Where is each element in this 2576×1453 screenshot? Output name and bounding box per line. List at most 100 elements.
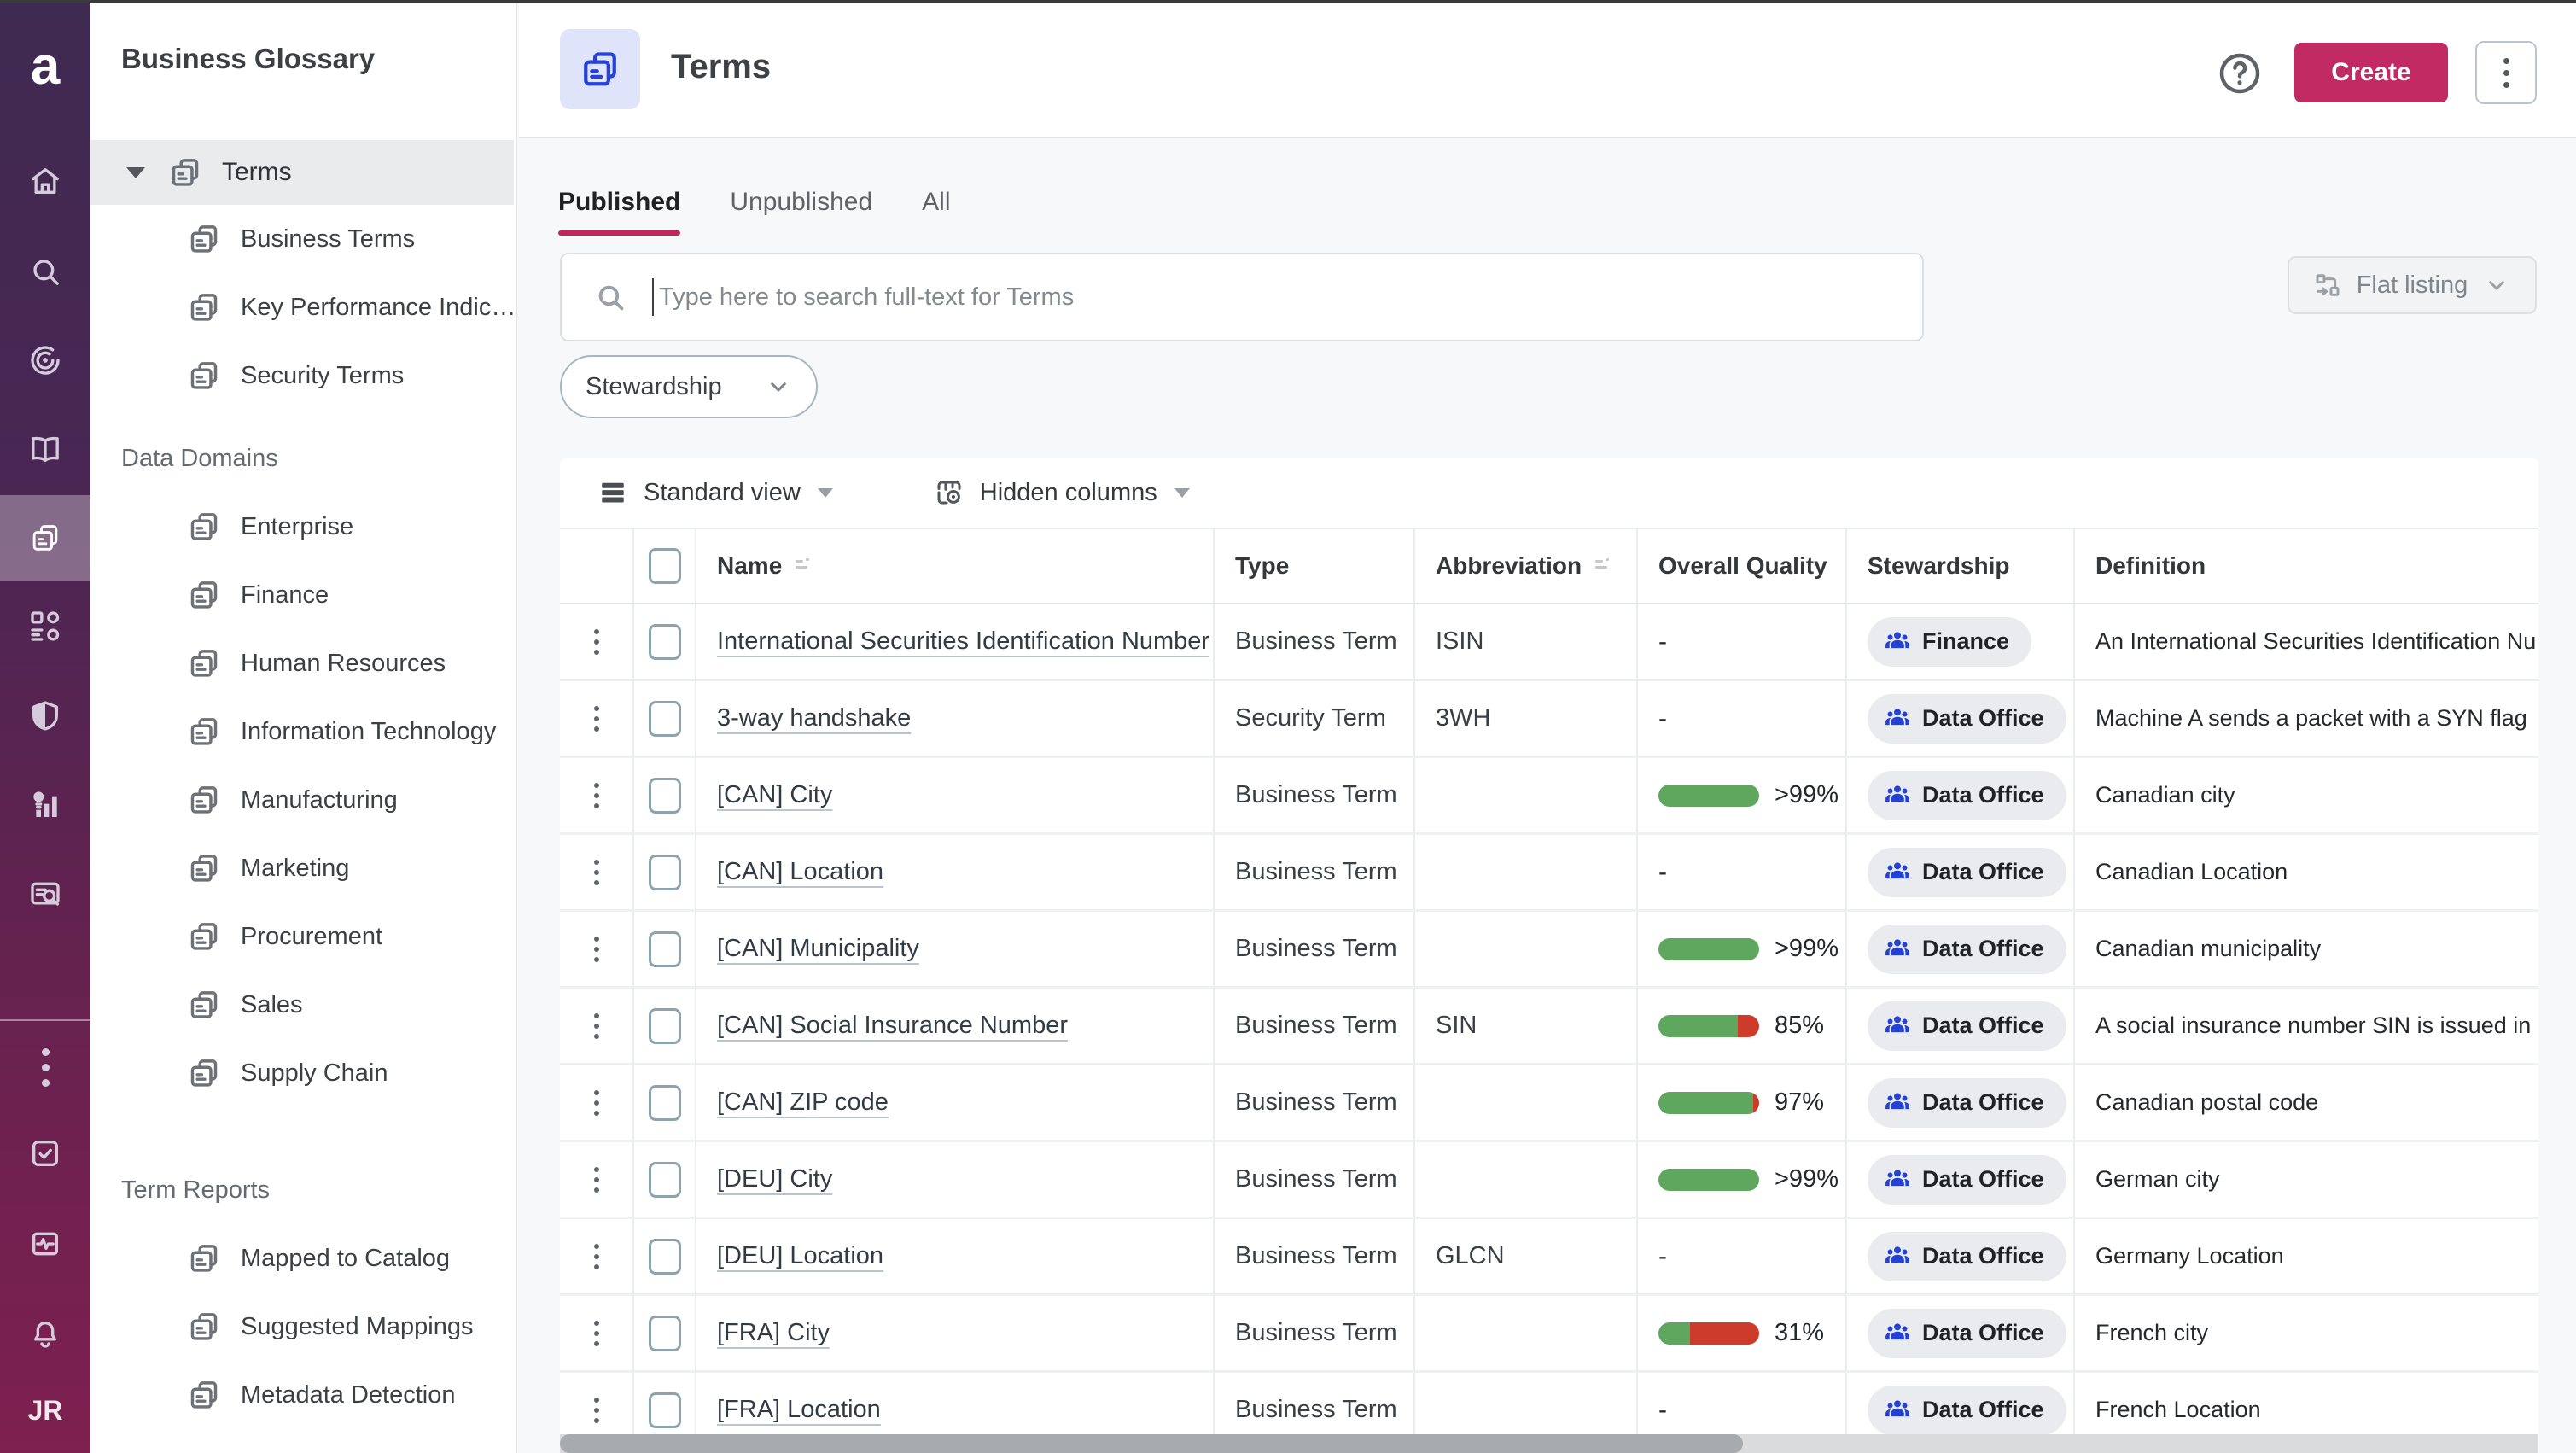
row-kebab-button[interactable] <box>560 989 632 1063</box>
stewardship-badge[interactable]: Data Office <box>1868 1077 2066 1128</box>
tree-item[interactable]: Marketing <box>90 834 514 902</box>
term-name-link[interactable]: [DEU] City <box>717 1165 833 1193</box>
rail-tasks-icon[interactable] <box>0 1111 90 1196</box>
tab[interactable]: Unpublished <box>730 188 873 216</box>
tree-item[interactable]: Manufacturing <box>90 766 514 834</box>
app-logo[interactable]: a <box>30 37 61 96</box>
table-row[interactable]: [CAN] Location Business Term - Data Offi… <box>560 835 2538 912</box>
stewardship-badge[interactable]: Data Office <box>1868 1385 2066 1435</box>
stewardship-badge[interactable]: Data Office <box>1868 1154 2066 1205</box>
rail-home-icon[interactable] <box>0 138 90 224</box>
header-kebab-button[interactable] <box>2475 41 2537 104</box>
scrollbar-thumb[interactable] <box>560 1434 1743 1453</box>
rail-monitor-icon[interactable] <box>0 1201 90 1287</box>
checkbox[interactable] <box>648 548 681 584</box>
user-avatar[interactable]: JR <box>27 1395 63 1426</box>
term-name-link[interactable]: [CAN] Location <box>717 858 884 885</box>
checkbox[interactable] <box>648 1238 681 1275</box>
checkbox[interactable] <box>648 623 681 660</box>
term-name-link[interactable]: [CAN] City <box>717 781 833 808</box>
table-row[interactable]: [DEU] Location Business Term GLCN - Data… <box>560 1219 2538 1296</box>
table-row[interactable]: [CAN] Social Insurance Number Business T… <box>560 989 2538 1065</box>
stewardship-filter[interactable]: Stewardship <box>560 355 818 418</box>
term-name-link[interactable]: [CAN] ZIP code <box>717 1088 889 1116</box>
row-checkbox[interactable] <box>632 758 695 832</box>
checkbox[interactable] <box>648 1161 681 1198</box>
table-row[interactable]: [CAN] Municipality Business Term >99% Da… <box>560 912 2538 989</box>
column-header-abbreviation[interactable]: Abbreviation <box>1413 529 1636 603</box>
rail-insights-icon[interactable] <box>0 761 90 846</box>
tree-item[interactable]: Enterprise <box>90 493 514 561</box>
term-name-link[interactable]: [FRA] City <box>717 1319 830 1346</box>
row-checkbox[interactable] <box>632 835 695 909</box>
table-row[interactable]: [FRA] City Business Term 31% Data Office <box>560 1296 2538 1373</box>
horizontal-scrollbar[interactable] <box>560 1434 2538 1453</box>
term-name-link[interactable]: [CAN] Social Insurance Number <box>717 1012 1068 1039</box>
term-name-link[interactable]: 3-way handshake <box>717 704 912 732</box>
column-header-name[interactable]: Name <box>695 529 1213 603</box>
stewardship-badge[interactable]: Data Office <box>1868 1308 2066 1358</box>
column-header-definition[interactable]: Definition <box>2073 529 2538 603</box>
rail-data-products-icon[interactable] <box>0 583 90 668</box>
stewardship-badge[interactable]: Data Office <box>1868 847 2066 897</box>
table-row[interactable]: International Securities Identification … <box>560 604 2538 681</box>
row-kebab-button[interactable] <box>560 1065 632 1140</box>
rail-search-icon[interactable] <box>0 229 90 314</box>
tree-item[interactable]: Suggested Mappings <box>90 1293 514 1361</box>
create-button[interactable]: Create <box>2294 43 2448 102</box>
rail-query-icon[interactable] <box>0 851 90 937</box>
tree-item[interactable]: Sales <box>90 971 514 1039</box>
rail-glossary-icon[interactable] <box>0 495 90 581</box>
row-kebab-button[interactable] <box>560 681 632 756</box>
checkbox[interactable] <box>648 931 681 967</box>
tree-item[interactable]: Mapped to Catalog <box>90 1224 514 1293</box>
row-kebab-button[interactable] <box>560 912 632 986</box>
tree-item[interactable]: Information Technology <box>90 697 514 766</box>
column-header-stewardship[interactable]: Stewardship <box>1845 529 2073 603</box>
rail-curation-icon[interactable] <box>0 318 90 403</box>
tab[interactable]: Published <box>558 188 681 236</box>
caret-down-icon[interactable] <box>126 166 145 178</box>
row-kebab-button[interactable] <box>560 604 632 679</box>
tree-item-terms-selected[interactable]: Terms <box>90 140 514 205</box>
tree-item[interactable]: Procurement <box>90 902 514 971</box>
checkbox[interactable] <box>648 1315 681 1351</box>
tree-item[interactable]: Security Terms <box>90 341 514 410</box>
table-row[interactable]: [DEU] City Business Term >99% Data Offic… <box>560 1142 2538 1219</box>
table-row[interactable]: 3-way handshake Security Term 3WH - Data… <box>560 681 2538 758</box>
stewardship-badge[interactable]: Data Office <box>1868 770 2066 820</box>
row-kebab-button[interactable] <box>560 1219 632 1293</box>
row-kebab-button[interactable] <box>560 1296 632 1370</box>
help-icon[interactable] <box>2216 50 2264 97</box>
row-checkbox[interactable] <box>632 1373 695 1447</box>
checkbox[interactable] <box>648 700 681 737</box>
term-name-link[interactable]: International Securities Identification … <box>717 627 1210 655</box>
row-checkbox[interactable] <box>632 1219 695 1293</box>
search-input[interactable]: Type here to search full-text for Terms <box>560 253 1924 341</box>
tree-item[interactable]: Key Performance Indic… <box>90 273 516 341</box>
rail-more-icon[interactable] <box>0 1024 90 1110</box>
table-row[interactable]: [CAN] ZIP code Business Term 97% Data Of… <box>560 1065 2538 1142</box>
checkbox[interactable] <box>648 1007 681 1044</box>
stewardship-badge[interactable]: Data Office <box>1868 693 2066 744</box>
rail-governance-shield-icon[interactable] <box>0 673 90 758</box>
table-row[interactable]: [CAN] City Business Term >99% Data Offic… <box>560 758 2538 835</box>
row-kebab-button[interactable] <box>560 758 632 832</box>
row-checkbox[interactable] <box>632 1142 695 1217</box>
checkbox[interactable] <box>648 1084 681 1121</box>
select-all-checkbox[interactable] <box>632 529 695 603</box>
flat-listing-dropdown[interactable]: Flat listing <box>2288 256 2537 314</box>
tree-item[interactable]: Business Terms <box>90 205 514 273</box>
term-name-link[interactable]: [DEU] Location <box>717 1242 884 1269</box>
stewardship-badge[interactable]: Data Office <box>1868 924 2066 974</box>
tree-item[interactable]: Supply Chain <box>90 1039 514 1107</box>
checkbox[interactable] <box>648 1392 681 1428</box>
row-checkbox[interactable] <box>632 912 695 986</box>
sort-icon[interactable] <box>1595 557 1616 575</box>
column-header-type[interactable]: Type <box>1213 529 1413 603</box>
tree-item[interactable]: Finance <box>90 561 514 629</box>
row-checkbox[interactable] <box>632 1065 695 1140</box>
tree-item[interactable]: Human Resources <box>90 629 514 697</box>
row-checkbox[interactable] <box>632 681 695 756</box>
row-checkbox[interactable] <box>632 604 695 679</box>
